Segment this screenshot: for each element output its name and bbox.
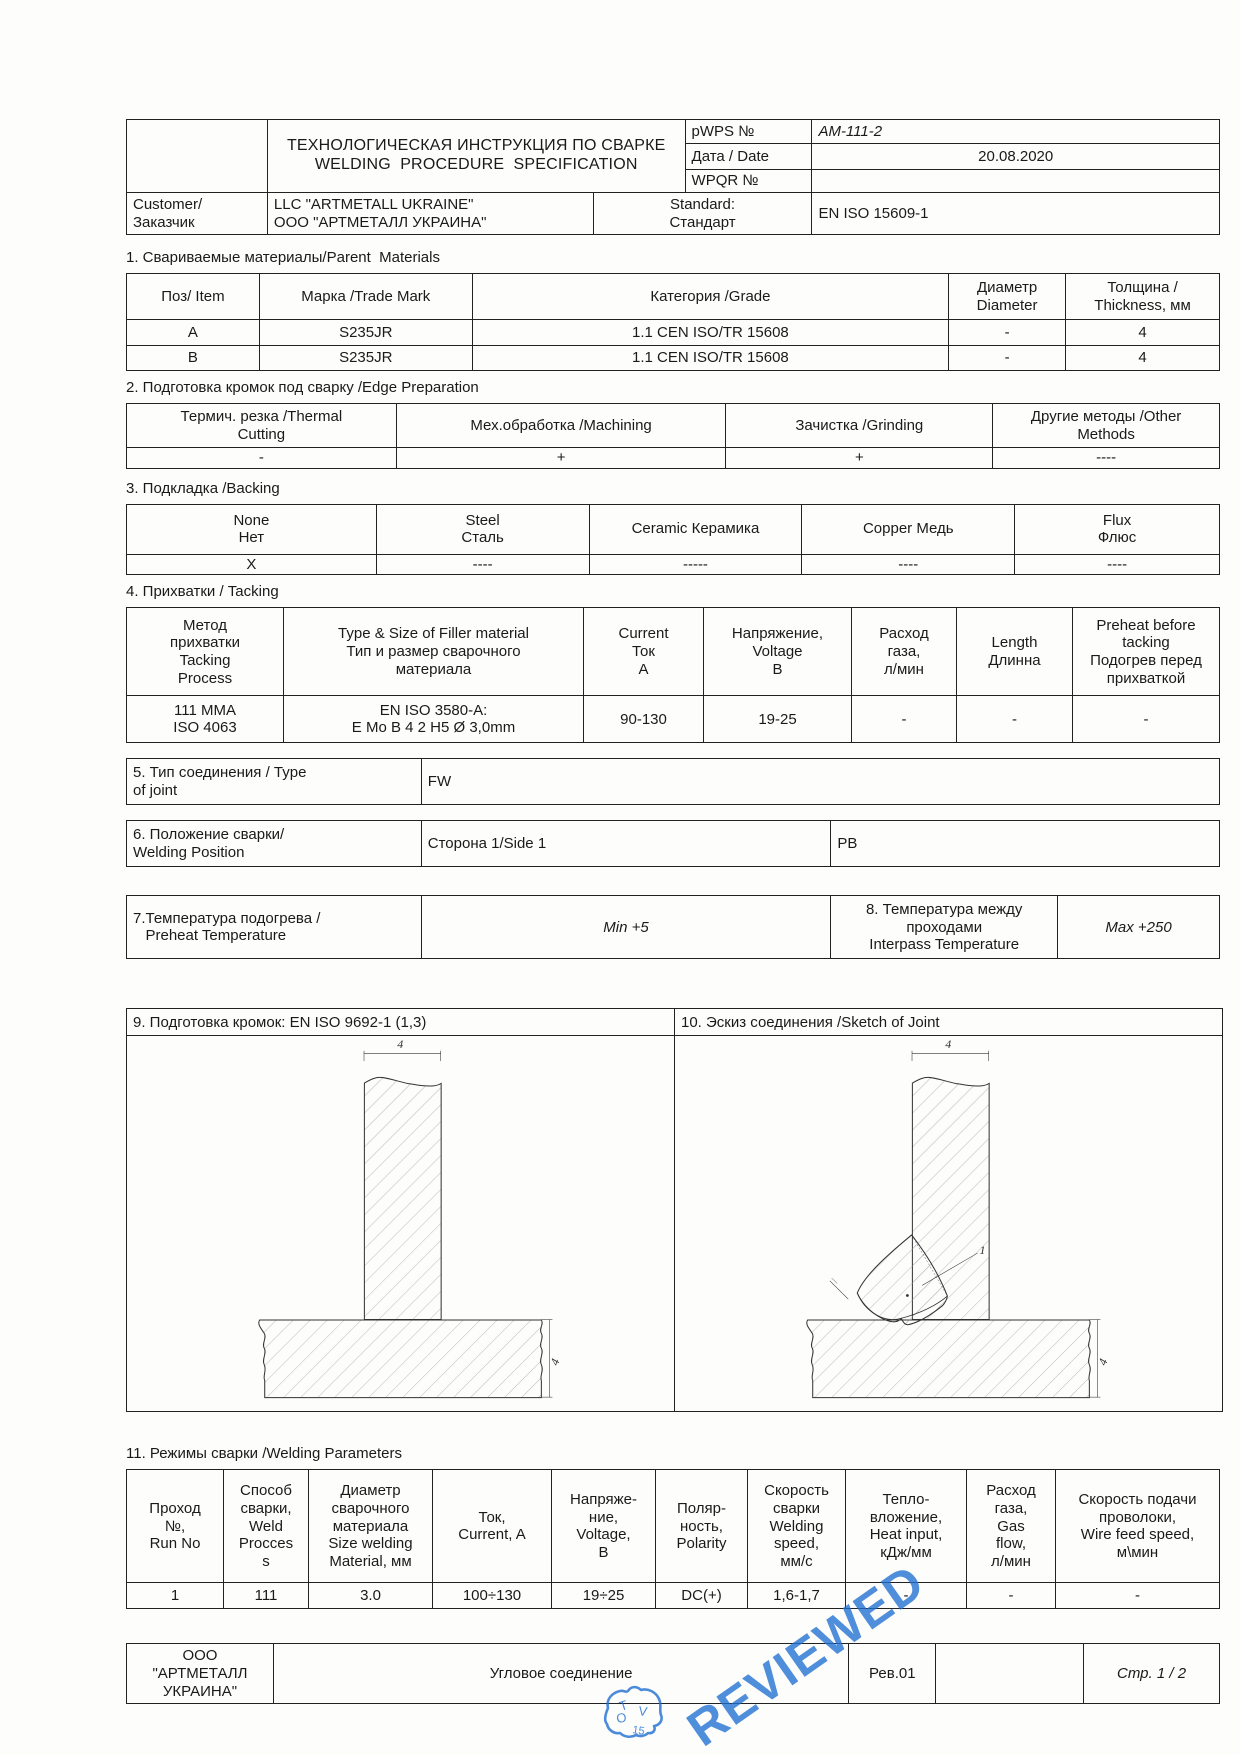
svg-text:4: 4: [945, 1037, 951, 1051]
svg-text:4: 4: [397, 1037, 403, 1051]
svg-text:V: V: [638, 1703, 649, 1719]
svg-text:1: 1: [979, 1243, 985, 1257]
svg-text:O: O: [615, 1710, 627, 1726]
svg-text:15: 15: [632, 1724, 646, 1738]
